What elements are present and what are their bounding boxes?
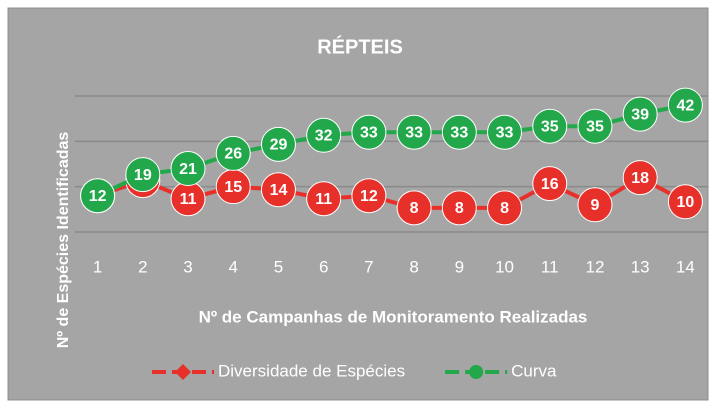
data-point [215,135,251,171]
data-label: 26 [224,146,242,163]
data-point [577,108,613,144]
data-label: 33 [450,124,468,141]
data-point [487,190,523,226]
legend-label: Diversidade de Espécies [218,361,405,380]
data-point [260,172,296,208]
data-point [487,114,523,150]
x-tick-label: 7 [364,257,373,276]
x-tick-label: 6 [319,257,328,276]
data-label: 8 [410,200,419,217]
data-label: 10 [676,194,694,211]
data-point [306,181,342,217]
x-tick-label: 9 [455,257,464,276]
data-label: 16 [541,176,559,193]
data-point [667,87,703,123]
x-tick-label: 8 [409,257,418,276]
x-tick-label: 10 [495,257,514,276]
data-label: 15 [224,179,242,196]
data-point [441,190,477,226]
data-point [667,184,703,220]
data-point [351,114,387,150]
data-point [170,151,206,187]
x-tick-label: 4 [229,257,238,276]
data-point [532,108,568,144]
data-label: 8 [500,200,509,217]
data-label: 39 [631,106,649,123]
data-label: 29 [270,137,288,154]
y-axis-title: Nº de Espécies Identificadas [55,132,72,349]
x-tick-label: 2 [138,257,147,276]
data-point [577,187,613,223]
x-tick-label: 5 [274,257,283,276]
legend-marker [469,365,484,379]
x-tick-label: 3 [183,257,192,276]
data-label: 33 [360,124,378,141]
data-point [351,178,387,214]
data-label: 18 [631,170,649,187]
data-label: 9 [591,197,600,214]
data-label: 42 [676,97,694,114]
legend-marker [175,364,191,380]
data-label: 19 [134,167,152,184]
data-label: 11 [315,191,332,208]
data-point [396,190,432,226]
data-label: 14 [270,182,288,199]
data-label: 33 [405,124,423,141]
data-label: 32 [315,128,333,145]
data-point [622,160,658,196]
data-label: 12 [89,188,107,205]
data-label: 8 [455,200,464,217]
data-point [260,126,296,162]
x-tick-label: 1 [93,257,102,276]
x-axis-title: Nº de Campanhas de Monitoramento Realiza… [199,307,588,326]
data-point [622,96,658,132]
x-tick-label: 11 [541,257,559,276]
data-label: 33 [496,124,514,141]
data-label: 12 [360,188,378,205]
data-point [80,178,116,214]
data-point [396,114,432,150]
x-tick-label: 13 [631,257,650,276]
data-point [306,117,342,153]
legend-label: Curva [511,361,557,380]
data-label: 35 [541,118,559,135]
x-tick-label: 14 [676,257,695,276]
data-label: 35 [586,118,604,135]
data-point [441,114,477,150]
data-label: 21 [179,161,197,178]
data-label: 11 [180,191,197,208]
data-point [532,166,568,202]
data-point [125,157,161,193]
chart-title: RÉPTEIS [317,35,403,58]
x-tick-label: 12 [586,257,605,276]
